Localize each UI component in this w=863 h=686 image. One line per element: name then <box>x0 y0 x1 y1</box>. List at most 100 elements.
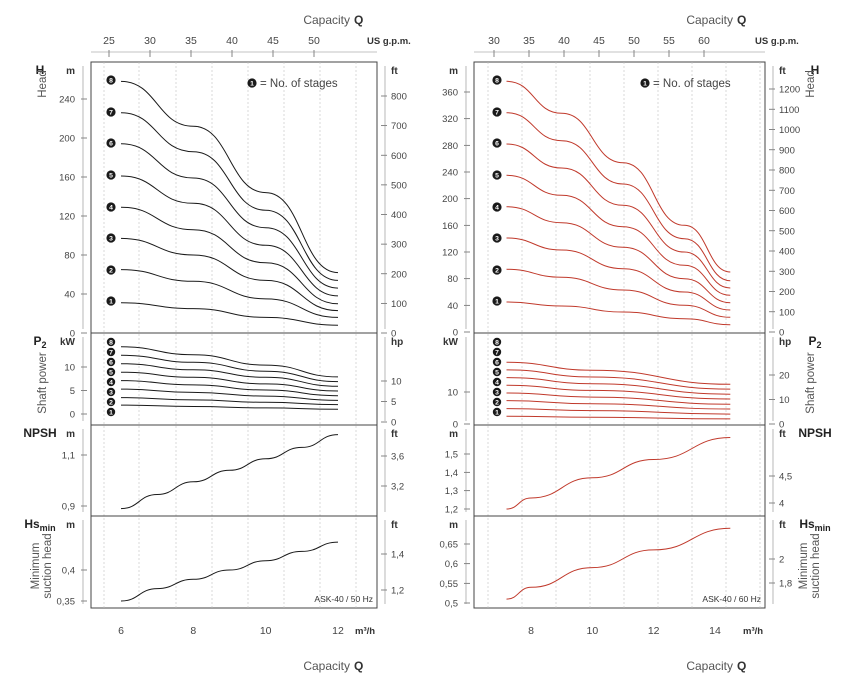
head-right-tick-label: 700 <box>779 186 795 197</box>
head-left-tick-label: 0 <box>70 329 75 340</box>
head-right-tick-label: 100 <box>391 299 407 310</box>
chart-frame <box>473 61 766 609</box>
power-right-tick-label: 20 <box>779 371 790 382</box>
head-stage-badge-label: 1 <box>109 299 113 306</box>
head-stage-badge-label: 1 <box>495 299 499 306</box>
head-stage-badge <box>492 170 502 180</box>
head-stage-badge <box>106 170 116 180</box>
hs-symbol: Hsmin <box>24 517 55 533</box>
head-right-tick-label: 300 <box>779 267 795 278</box>
head-right-tick-label: 900 <box>779 145 795 156</box>
stage-legend-text: = No. of stages <box>653 78 731 90</box>
power-curve-stage-1 <box>120 404 339 410</box>
metric-tick-label: 12 <box>332 625 344 637</box>
npsh-left-tick-label: 1,4 <box>445 468 458 479</box>
head-right-tick-label: 700 <box>391 121 407 132</box>
power-label: Shaft power <box>37 352 49 414</box>
head-stage-badge-label: 2 <box>495 268 499 275</box>
head-stage-badge <box>106 107 116 117</box>
npsh-left-tick-label: 1,1 <box>62 451 75 462</box>
head-left-tick-label: 40 <box>447 301 458 312</box>
head-symbol: H <box>36 63 45 77</box>
head-label: Head <box>37 70 49 98</box>
head-right-tick-label: 1100 <box>779 105 799 116</box>
hs-symbol-main: Hs <box>24 517 40 531</box>
us-gpm-tick-label: 45 <box>593 35 605 47</box>
stage-legend-badge <box>247 78 257 88</box>
head-left-tick-label: 0 <box>453 328 458 339</box>
head-curve-stage-2 <box>506 268 731 318</box>
power-symbol: P2 <box>33 334 46 350</box>
hs-curve <box>120 541 339 602</box>
chart-frame <box>90 61 378 609</box>
head-stage-badge <box>106 202 116 212</box>
power-stage-badge <box>106 367 116 377</box>
hs-right-tick-label: 1,8 <box>779 579 792 590</box>
power-stage-badge-label: 8 <box>109 340 113 347</box>
head-right-tick-label: 0 <box>779 328 784 339</box>
head-curve-stage-6 <box>506 143 731 289</box>
power-left-unit: kW <box>443 337 459 348</box>
power-stage-badge-label: 4 <box>495 380 499 387</box>
power-curve-stage-4 <box>120 380 339 397</box>
us-gpm-tick-label: 30 <box>488 35 500 47</box>
us-gpm-tick-label: 45 <box>267 35 279 47</box>
power-stage-badge-label: 6 <box>495 360 499 367</box>
us-gpm-tick-label: 35 <box>523 35 535 47</box>
power-left-tick-label: 10 <box>447 388 458 399</box>
us-gpm-tick-label: 40 <box>226 35 238 47</box>
npsh-right-unit: ft <box>779 429 786 440</box>
head-stage-badge <box>492 138 502 148</box>
npsh-right-unit: ft <box>391 429 398 440</box>
head-stage-badge <box>492 265 502 275</box>
head-stage-badge <box>106 75 116 85</box>
npsh-left-tick-label: 1,2 <box>445 505 458 516</box>
head-curve-stage-1 <box>120 302 339 326</box>
capacity-title-bottom: Capacity <box>686 659 733 673</box>
head-stage-badge <box>106 296 116 306</box>
head-left-tick-label: 160 <box>442 221 458 232</box>
capacity-symbol-bottom: Q <box>737 659 746 673</box>
power-stage-badge <box>106 357 116 367</box>
us-gpm-tick-label: 60 <box>698 35 710 47</box>
model-label: ASK-40 / 60 Hz <box>702 594 761 604</box>
power-stage-badge-label: 7 <box>109 350 113 357</box>
head-left-unit: m <box>449 66 458 77</box>
npsh-curve <box>120 434 339 510</box>
head-right-tick-label: 800 <box>779 166 795 177</box>
stage-legend-badge-label: 1 <box>643 81 647 88</box>
head-right-tick-label: 0 <box>391 329 396 340</box>
head-stage-badge-label: 3 <box>109 236 113 243</box>
power-right-tick-label: 10 <box>779 395 790 406</box>
hs-label-line2: suction head <box>42 533 54 598</box>
npsh-symbol-main: NPSH <box>798 426 831 440</box>
npsh-left-unit: m <box>449 429 458 440</box>
pump-chart-2: Capacity Q30 35 40 45 50 55 60 US g.p.m.8 10 12 14 m… <box>440 13 832 673</box>
head-left-tick-label: 240 <box>59 95 75 106</box>
head-left-tick-label: 160 <box>59 173 75 184</box>
us-gpm-unit: US g.p.m. <box>755 36 799 47</box>
head-stage-badge-label: 7 <box>495 110 499 117</box>
hs-right-unit: ft <box>391 520 398 531</box>
power-stage-badge <box>492 337 502 347</box>
head-curve-stage-8 <box>120 80 339 274</box>
head-stage-badge-label: 4 <box>495 205 499 212</box>
us-gpm-tick-label: 40 <box>558 35 570 47</box>
power-left-tick-label: 0 <box>453 420 458 431</box>
hs-left-tick-label: 0,4 <box>62 566 75 577</box>
power-stage-badge <box>492 387 502 397</box>
power-stage-badge <box>492 367 502 377</box>
head-stage-badge-label: 4 <box>109 205 113 212</box>
power-symbol-main: P <box>33 334 41 348</box>
npsh-right-tick-label: 3,2 <box>391 482 404 493</box>
head-curve-stage-6 <box>120 143 339 289</box>
metric-unit: m³/h <box>355 626 375 637</box>
power-curve-stage-6 <box>120 363 339 387</box>
npsh-panel: 0,9 1,1 3,2 3,6 m ft NPSH <box>23 426 404 513</box>
hs-curve <box>506 527 731 600</box>
head-left-tick-label: 280 <box>442 141 458 152</box>
us-gpm-tick-label: 55 <box>663 35 675 47</box>
head-curve-stage-5 <box>506 174 731 296</box>
